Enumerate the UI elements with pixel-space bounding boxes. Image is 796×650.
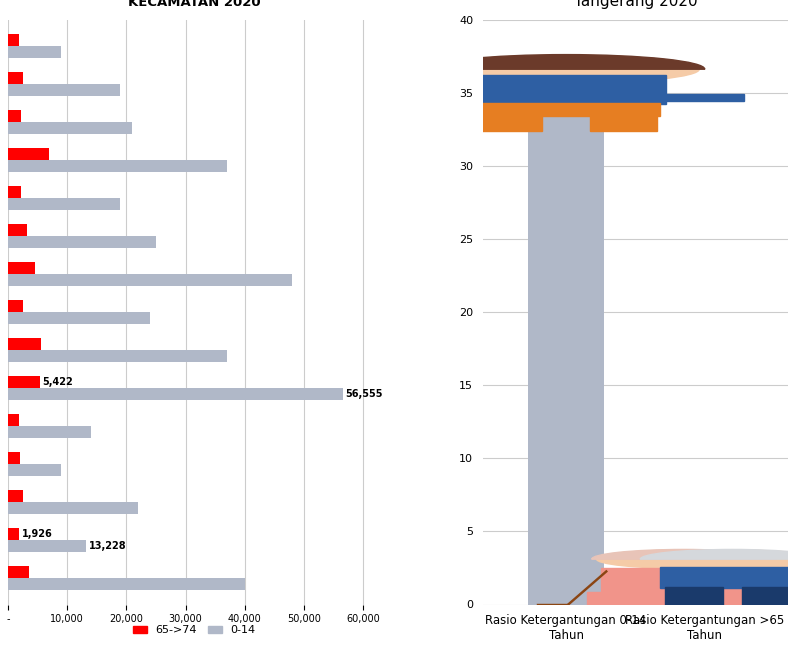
Bar — [8, 578, 245, 590]
Bar — [8, 540, 86, 552]
Text: 5,422: 5,422 — [42, 377, 73, 387]
Circle shape — [433, 55, 699, 83]
FancyBboxPatch shape — [591, 116, 657, 131]
Bar — [8, 224, 27, 236]
Title: GRAFIK TABEL RASIO
KETERGANTUNGAN PENDUDUK
KABUPATEN TANGERANG TIAP
KECAMATAN 20: GRAFIK TABEL RASIO KETERGANTUNGAN PENDUD… — [79, 0, 310, 8]
Bar — [8, 426, 91, 438]
Bar — [8, 72, 23, 84]
Wedge shape — [640, 549, 796, 559]
Legend: 65->74, 0-14: 65->74, 0-14 — [129, 621, 260, 640]
Bar — [8, 452, 20, 464]
Bar — [8, 34, 18, 46]
Bar — [8, 300, 23, 312]
Bar — [8, 84, 120, 96]
FancyBboxPatch shape — [665, 587, 723, 605]
Bar — [8, 186, 21, 198]
FancyBboxPatch shape — [472, 103, 661, 116]
Bar — [8, 148, 49, 160]
Bar — [8, 110, 21, 122]
Bar — [8, 376, 40, 388]
Bar — [8, 338, 41, 350]
Bar — [8, 160, 227, 172]
FancyBboxPatch shape — [660, 567, 796, 588]
Bar — [528, 111, 604, 604]
FancyBboxPatch shape — [666, 94, 743, 101]
Bar — [8, 236, 156, 248]
Bar — [8, 414, 18, 426]
Text: 13,228: 13,228 — [88, 541, 127, 551]
Bar — [8, 502, 139, 514]
FancyBboxPatch shape — [587, 592, 781, 605]
Bar — [8, 464, 61, 476]
Bar — [8, 350, 227, 362]
Bar — [8, 46, 61, 58]
Bar — [8, 274, 292, 286]
Text: 1,926: 1,926 — [21, 529, 53, 539]
Bar — [666, 590, 743, 605]
Bar — [8, 566, 29, 578]
Bar — [8, 262, 34, 274]
Bar — [8, 122, 132, 134]
Wedge shape — [427, 55, 704, 70]
Bar — [8, 528, 19, 540]
Text: 56,555: 56,555 — [345, 389, 383, 399]
Bar — [8, 490, 23, 502]
FancyBboxPatch shape — [602, 568, 767, 593]
FancyBboxPatch shape — [388, 94, 466, 101]
Circle shape — [596, 550, 771, 568]
Bar — [8, 388, 343, 400]
FancyBboxPatch shape — [475, 116, 541, 131]
Title: Rasio Ketergantungan Kabupaten
Tangerang 2020: Rasio Ketergantungan Kabupaten Tangerang… — [507, 0, 764, 8]
Wedge shape — [591, 549, 776, 559]
FancyBboxPatch shape — [466, 75, 666, 105]
Bar — [8, 198, 120, 210]
Circle shape — [645, 550, 796, 568]
FancyBboxPatch shape — [742, 587, 796, 605]
Bar — [8, 312, 150, 324]
